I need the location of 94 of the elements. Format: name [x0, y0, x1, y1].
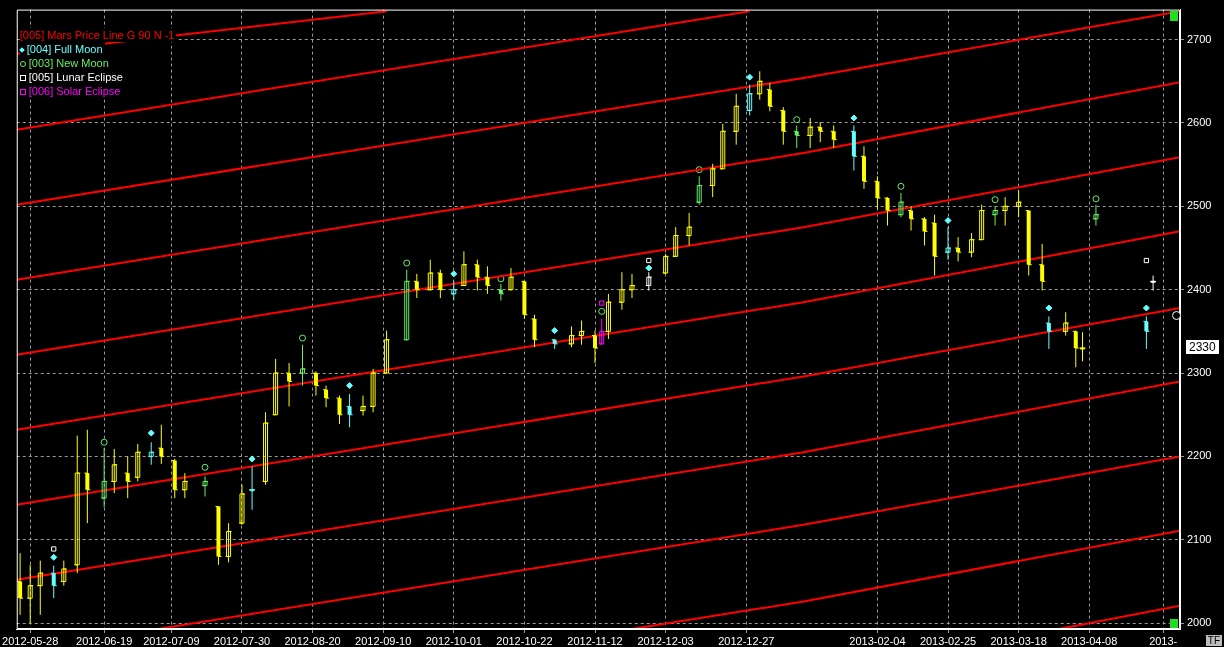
x-tick-label: 2012-07-09 — [143, 634, 200, 647]
x-tick-label: 2013- — [1149, 634, 1178, 647]
y-tick-label: 2200 — [1187, 449, 1212, 462]
candlestick — [599, 318, 605, 346]
candlestick — [673, 226, 679, 257]
point — [346, 382, 354, 390]
x-tick-label: 2013-02-25 — [919, 634, 977, 647]
point — [1142, 304, 1150, 312]
point — [147, 429, 155, 437]
candlestick — [370, 368, 376, 413]
point — [450, 270, 458, 278]
candlestick — [427, 259, 433, 292]
legend-label: [003] New Moon — [28, 56, 109, 69]
candlestick — [733, 93, 739, 146]
candlestick — [263, 411, 269, 486]
point — [403, 259, 411, 267]
x-tick-label: 2012-10-01 — [425, 634, 482, 647]
point — [100, 438, 108, 446]
y-tick-label: 2000 — [1187, 616, 1212, 629]
point — [551, 327, 559, 335]
x-tick-label: 2012-12-03 — [637, 634, 694, 647]
candlestick — [111, 448, 117, 494]
point — [645, 264, 653, 272]
candlestick — [101, 447, 107, 508]
x-tick-label: 2012-11-12 — [567, 634, 623, 647]
candlestick — [1093, 204, 1099, 227]
candlestick — [384, 330, 390, 374]
candlestick — [605, 293, 611, 340]
point — [201, 463, 209, 471]
candlestick — [646, 271, 652, 292]
candlestick — [710, 163, 716, 198]
point — [50, 553, 58, 561]
point — [599, 300, 605, 306]
legend-label: [006] Solar Eclipse — [28, 84, 121, 97]
point — [1092, 195, 1100, 203]
legend-label: [004] Full Moon — [26, 42, 103, 55]
candlestick — [979, 204, 985, 241]
candlestick — [27, 564, 33, 624]
x-tick-label: 2012-12-27 — [718, 634, 775, 647]
candlestick — [226, 522, 232, 563]
candlestick — [757, 70, 763, 101]
candlestick — [898, 192, 904, 218]
x-tick-label: 2012-09-10 — [355, 634, 412, 647]
candlestick — [992, 205, 998, 227]
x-tick-label: 2012-05-28 — [2, 634, 59, 647]
legend-label: [005] Lunar Eclipse — [28, 70, 123, 83]
candlestick — [686, 212, 692, 247]
text: TF — [1205, 635, 1222, 646]
candlestick — [568, 325, 574, 348]
y-tick-label: 2300 — [1187, 366, 1212, 379]
candlestick — [461, 250, 467, 287]
y-tick-label: 2100 — [1187, 532, 1212, 545]
point — [1143, 257, 1149, 264]
point — [991, 196, 999, 204]
y-tick-label: 2600 — [1187, 116, 1212, 129]
candlestick — [619, 271, 625, 311]
x-tick-label: 2013-04-08 — [1061, 634, 1118, 647]
candlestick — [807, 117, 813, 149]
point — [248, 455, 256, 463]
text: 2330 — [1186, 340, 1219, 354]
candlestick — [61, 560, 67, 587]
point — [646, 257, 652, 264]
candlestick — [969, 232, 975, 258]
point — [944, 217, 952, 225]
point — [598, 307, 606, 315]
y-tick-label: 2400 — [1187, 282, 1212, 295]
y-tick-label: 2500 — [1187, 199, 1212, 212]
candlestick — [135, 443, 141, 482]
candlestick — [945, 226, 951, 261]
x-tick-label: 2012-07-30 — [213, 634, 271, 647]
candlestick — [74, 435, 80, 574]
x-tick-label: 2013-03-18 — [990, 634, 1047, 647]
candlestick — [404, 269, 410, 342]
text: [005] Mars Price Line G 90 N -1 — [19, 28, 175, 41]
point — [897, 182, 905, 190]
point — [850, 114, 858, 122]
point — [51, 546, 57, 552]
candlestick — [747, 84, 753, 116]
point — [746, 73, 754, 81]
candlestick — [37, 560, 43, 616]
x-tick-label: 2013-02-04 — [849, 634, 906, 647]
candlestick — [182, 472, 188, 499]
candlestick — [1063, 311, 1069, 337]
point — [299, 334, 307, 342]
candlestick — [663, 253, 669, 275]
x-tick-label: 2012-10-22 — [496, 634, 553, 647]
x-tick-label: 2012-06-19 — [76, 634, 133, 647]
candlestick — [720, 123, 726, 170]
candlestick — [273, 358, 279, 416]
y-tick-label: 2700 — [1187, 32, 1212, 45]
point — [1045, 304, 1053, 312]
point — [793, 116, 801, 124]
candlestick — [696, 175, 702, 206]
x-tick-label: 2012-08-20 — [284, 634, 341, 647]
